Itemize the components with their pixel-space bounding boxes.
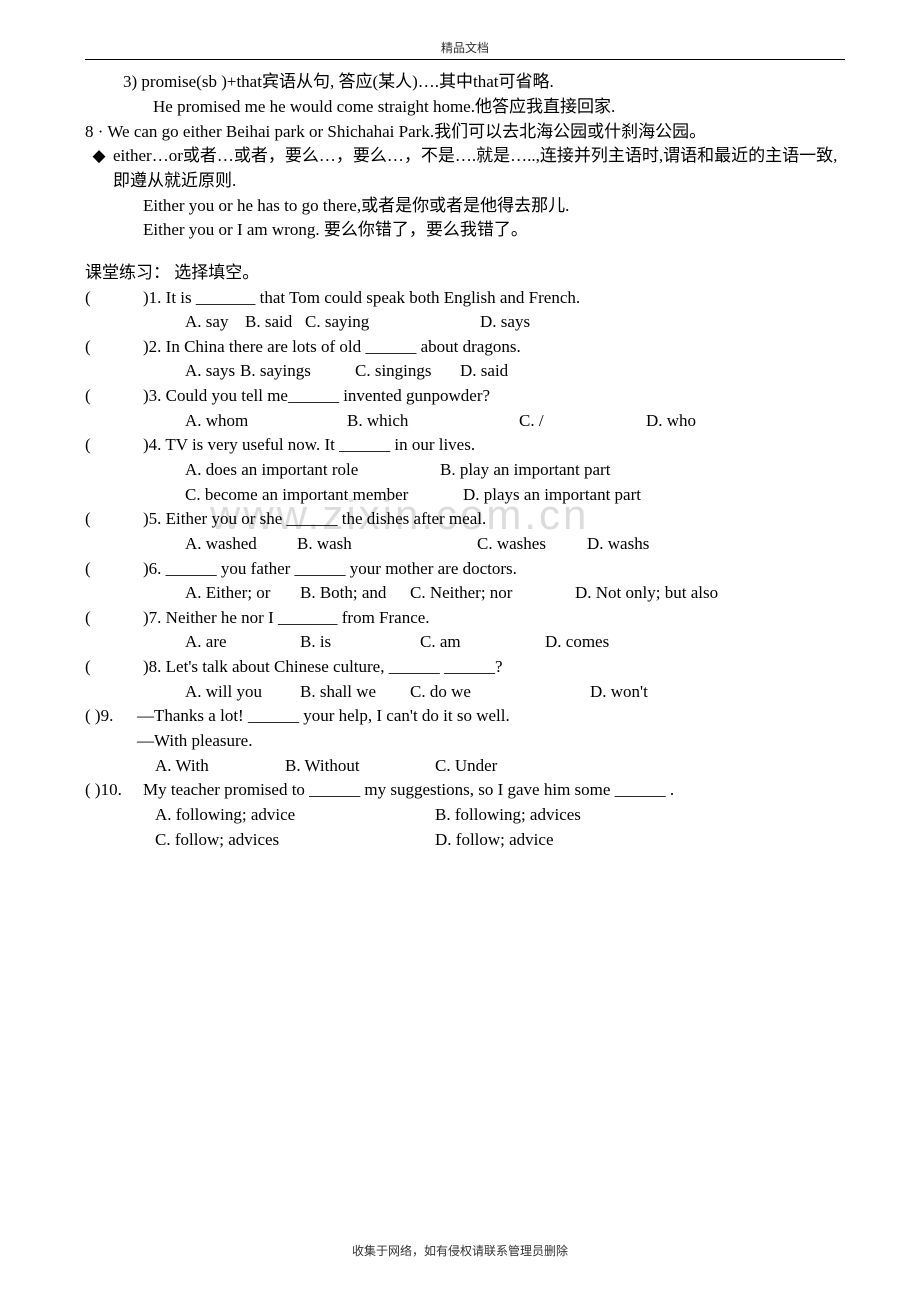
option: A. whom <box>185 409 347 434</box>
option: C. washes <box>477 532 587 557</box>
page-footer: 收集于网络，如有侵权请联系管理员删除 <box>0 1243 920 1260</box>
option: B. sayings <box>240 359 355 384</box>
option: C. / <box>519 409 646 434</box>
question-6: ()6. ______ you father ______ your mothe… <box>85 557 845 606</box>
question-7: ()7. Neither he nor I _______ from Franc… <box>85 606 845 655</box>
option: B. said <box>245 310 305 335</box>
option: B. Both; and <box>300 581 410 606</box>
diamond-icon: ◆ <box>85 144 113 193</box>
q-text: )6. ______ you father ______ your mother… <box>143 557 845 582</box>
option: C. follow; advices <box>155 828 435 853</box>
q-paren: ( <box>85 557 143 582</box>
section-title: 课堂练习： 选择填空。 <box>85 261 845 286</box>
q-text: )5. Either you or she ______ the dishes … <box>143 507 845 532</box>
question-2: ()2. In China there are lots of old ____… <box>85 335 845 384</box>
q-paren: ( <box>85 384 143 409</box>
note-3: 3) promise(sb )+that宾语从句, 答应(某人)….其中that… <box>85 70 845 95</box>
q-paren: ( <box>85 335 143 360</box>
q-text: )2. In China there are lots of old _____… <box>143 335 845 360</box>
question-4: ()4. TV is very useful now. It ______ in… <box>85 433 845 507</box>
option: B. is <box>300 630 420 655</box>
option: B. play an important part <box>440 458 690 483</box>
option: C. Under <box>435 754 535 779</box>
q-paren: ( <box>85 606 143 631</box>
header-rule <box>85 59 845 60</box>
q10-options: A. following; adviceB. following; advice… <box>85 803 845 852</box>
q10-paren: ( )10. <box>85 778 143 803</box>
question-3: ()3. Could you tell me______ invented gu… <box>85 384 845 433</box>
option: D. won't <box>590 680 670 705</box>
option: D. who <box>646 409 726 434</box>
q-text: )4. TV is very useful now. It ______ in … <box>143 433 845 458</box>
q9-line1: —Thanks a lot! ______ your help, I can't… <box>137 704 510 729</box>
option-row: A. does an important roleB. play an impo… <box>85 458 845 483</box>
option-row: A. Either; orB. Both; andC. Neither; nor… <box>85 581 845 606</box>
option: D. Not only; but also <box>575 581 755 606</box>
option: A. are <box>185 630 300 655</box>
option: D. says <box>480 310 560 335</box>
q-text: )8. Let's talk about Chinese culture, __… <box>143 655 845 680</box>
note-8-ex1: Either you or he has to go there,或者是你或者是… <box>85 194 845 219</box>
option: A. does an important role <box>185 458 440 483</box>
q9-options: A. WithB. WithoutC. Under <box>85 754 845 779</box>
option: A. says <box>185 359 240 384</box>
option-row: C. become an important memberD. plays an… <box>85 483 845 508</box>
option-row: A. washedB. washC. washesD. washs <box>85 532 845 557</box>
q10-text: My teacher promised to ______ my suggest… <box>143 778 674 803</box>
option: A. Either; or <box>185 581 300 606</box>
option: A. say <box>185 310 245 335</box>
note-8: 8 · We can go either Beihai park or Shic… <box>85 120 845 145</box>
option: A. following; advice <box>155 803 435 828</box>
option: B. wash <box>297 532 477 557</box>
option-row: A. following; adviceB. following; advice… <box>85 803 845 828</box>
option: A. washed <box>185 532 297 557</box>
option: C. singings <box>355 359 460 384</box>
content: 3) promise(sb )+that宾语从句, 答应(某人)….其中that… <box>85 70 845 852</box>
option: D. plays an important part <box>463 483 713 508</box>
question-5: ()5. Either you or she ______ the dishes… <box>85 507 845 556</box>
option: D. follow; advice <box>435 828 635 853</box>
q-text: )3. Could you tell me______ invented gun… <box>143 384 845 409</box>
question-8: ()8. Let's talk about Chinese culture, _… <box>85 655 845 704</box>
q9-paren: ( )9. <box>85 704 137 729</box>
note-3-example: He promised me he would come straight ho… <box>85 95 845 120</box>
question-1: ()1. It is _______ that Tom could speak … <box>85 286 845 335</box>
note-8-bullet: ◆ either…or或者…或者，要么…，要么…，不是….就是…..,连接并列主… <box>85 144 845 193</box>
option: B. which <box>347 409 519 434</box>
page-header: 精品文档 <box>85 40 845 59</box>
question-10: ( )10. My teacher promised to ______ my … <box>85 778 845 852</box>
option: D. comes <box>545 630 625 655</box>
q-text: )7. Neither he nor I _______ from France… <box>143 606 845 631</box>
q-paren: ( <box>85 655 143 680</box>
option-row: A. sayB. saidC. sayingD. says <box>85 310 845 335</box>
q-paren: ( <box>85 433 143 458</box>
q-paren: ( <box>85 507 143 532</box>
option: A. will you <box>185 680 300 705</box>
q9-line2: —With pleasure. <box>85 729 845 754</box>
option: C. saying <box>305 310 480 335</box>
option-row: A. will youB. shall weC. do weD. won't <box>85 680 845 705</box>
question-9: ( )9. —Thanks a lot! ______ your help, I… <box>85 704 845 778</box>
q-paren: ( <box>85 286 143 311</box>
note-8-ex2: Either you or I am wrong. 要么你错了，要么我错了。 <box>85 218 845 243</box>
option: A. With <box>155 754 285 779</box>
q-text: )1. It is _______ that Tom could speak b… <box>143 286 845 311</box>
option: C. do we <box>410 680 590 705</box>
option-row: A. whomB. whichC. /D. who <box>85 409 845 434</box>
option: C. Neither; nor <box>410 581 575 606</box>
option: D. washs <box>587 532 667 557</box>
option: B. Without <box>285 754 435 779</box>
option-row: A. areB. isC. amD. comes <box>85 630 845 655</box>
option-row: C. follow; advicesD. follow; advice <box>85 828 845 853</box>
option: B. following; advices <box>435 803 635 828</box>
option-row: A. saysB. sayingsC. singingsD. said <box>85 359 845 384</box>
note-8-bullet-text: either…or或者…或者，要么…，要么…，不是….就是…..,连接并列主语时… <box>113 144 845 193</box>
option: C. am <box>420 630 545 655</box>
option: B. shall we <box>300 680 410 705</box>
option: C. become an important member <box>185 483 463 508</box>
option: D. said <box>460 359 540 384</box>
